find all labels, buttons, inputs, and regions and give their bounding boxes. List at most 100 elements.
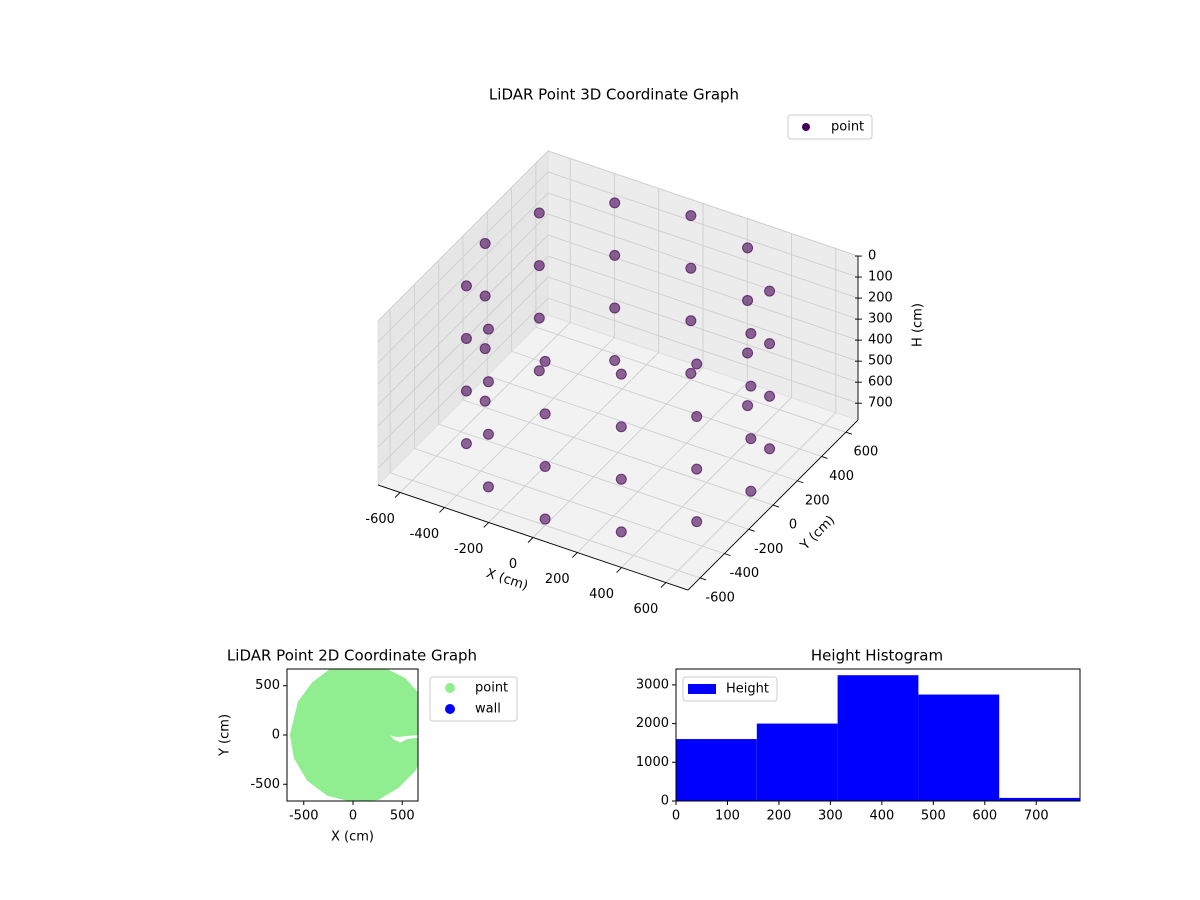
grid-line	[547, 276, 859, 383]
z-tick-label: 600	[868, 375, 893, 390]
x-tick-label: -400	[410, 527, 440, 542]
x-tick-label: 200	[767, 809, 792, 824]
z-tick-label: 400	[868, 333, 893, 348]
point	[691, 516, 703, 528]
point	[685, 210, 697, 222]
plot-area	[289, 669, 418, 801]
y-tick	[700, 577, 707, 581]
x-tick	[527, 537, 534, 543]
bar	[837, 675, 919, 801]
grid-line	[535, 326, 847, 433]
point	[745, 485, 757, 497]
point	[745, 328, 757, 340]
x-tick-label: 300	[818, 809, 843, 824]
y-tick-label: 1000	[636, 755, 669, 770]
point	[482, 428, 494, 440]
point	[609, 302, 621, 314]
point	[685, 315, 697, 327]
point	[460, 438, 472, 450]
y-tick-label: 600	[853, 445, 878, 460]
z-tick-label: 200	[868, 291, 893, 306]
point	[460, 332, 472, 344]
x-tick-label: 400	[869, 809, 894, 824]
y-tick-label: 3000	[636, 677, 669, 692]
legend-label: point	[831, 120, 864, 135]
grid-line	[547, 150, 859, 257]
x-tick	[394, 492, 401, 498]
y-axis-line	[687, 419, 859, 591]
grid-line	[547, 234, 859, 341]
x-tick-label: -200	[454, 542, 484, 557]
y-tick-label: 200	[805, 493, 830, 508]
point	[533, 260, 545, 272]
z-axis-label: H (cm)	[911, 303, 926, 347]
point	[533, 207, 545, 219]
chart-title: Height Histogram	[811, 647, 943, 665]
point	[482, 323, 494, 335]
y-tick-label: 500	[255, 678, 280, 693]
y-tick	[797, 480, 804, 484]
point	[764, 338, 776, 350]
x-tick-label: 500	[921, 809, 946, 824]
grid-line	[547, 171, 859, 278]
x-tick-label: 700	[1024, 809, 1049, 824]
bar	[918, 694, 1000, 801]
point	[539, 460, 551, 472]
x-tick-label: 0	[349, 809, 357, 824]
x-tick-label: 200	[545, 572, 570, 587]
point	[685, 262, 697, 274]
point	[691, 411, 703, 423]
point	[460, 280, 472, 292]
x-tick	[571, 552, 578, 558]
point	[745, 433, 757, 445]
point	[764, 285, 776, 297]
x-axis-label: X (cm)	[331, 830, 374, 845]
point	[691, 358, 703, 370]
legend-box	[787, 114, 873, 140]
point	[615, 473, 627, 485]
y-tick-label: -200	[754, 542, 784, 557]
point	[742, 347, 754, 359]
point	[685, 367, 697, 379]
y-tick-label: 0	[789, 518, 797, 533]
point	[615, 421, 627, 433]
point	[533, 365, 545, 377]
point	[479, 237, 491, 249]
point	[479, 395, 491, 407]
grid-line	[389, 472, 701, 579]
legend-label: Height	[726, 682, 769, 697]
z-tick-label: 700	[868, 396, 893, 411]
legend-marker	[445, 683, 455, 693]
point	[539, 513, 551, 525]
point	[615, 526, 627, 538]
x-tick	[439, 507, 445, 513]
legend-marker	[688, 684, 716, 694]
point	[609, 249, 621, 261]
y-tick-label: -600	[705, 590, 735, 605]
point	[533, 312, 545, 324]
y-tick-label: 400	[829, 469, 854, 484]
point	[691, 463, 703, 475]
point	[742, 400, 754, 412]
grid-line	[511, 350, 822, 457]
x-tick-label: -500	[289, 809, 319, 824]
point	[539, 355, 551, 367]
z-tick-label: 100	[868, 270, 893, 285]
bar	[999, 797, 1080, 801]
bar	[756, 723, 838, 801]
grid-line	[547, 192, 859, 299]
grid-line	[377, 213, 549, 385]
grid-line	[462, 399, 774, 506]
point	[479, 290, 491, 302]
point	[460, 385, 472, 397]
point	[742, 294, 754, 306]
point	[742, 242, 754, 254]
y-tick	[772, 504, 780, 508]
axes-frame	[675, 668, 1081, 802]
y-tick-label: -400	[730, 566, 760, 581]
x-tick-label: 0	[672, 809, 680, 824]
grid-line	[377, 297, 549, 469]
grid-line	[547, 255, 859, 362]
x-tick	[616, 567, 622, 573]
point	[745, 380, 757, 392]
